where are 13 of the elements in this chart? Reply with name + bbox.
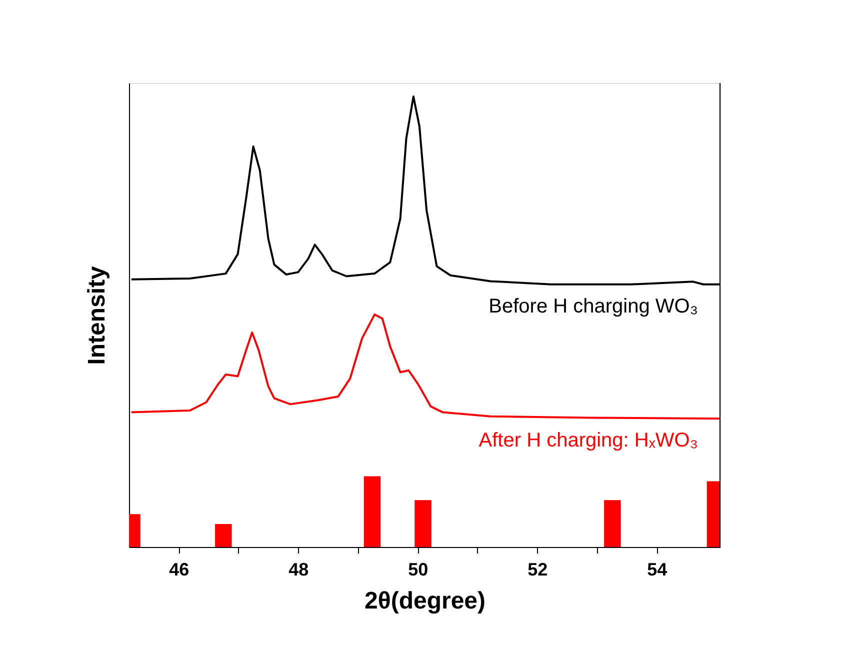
bar — [604, 500, 621, 547]
series-label: Before H charging WO₃ — [488, 295, 698, 318]
bar — [414, 500, 432, 547]
series-label: After H charging: HₓWO₃ — [478, 430, 698, 452]
x-tick-label: 52 — [528, 560, 548, 580]
bar — [215, 524, 232, 547]
y-axis-title: Intensity — [84, 266, 110, 365]
bar — [364, 476, 381, 547]
x-tick-label: 50 — [408, 560, 428, 580]
x-tick-label: 48 — [288, 560, 309, 580]
x-tick-label: 46 — [169, 560, 190, 580]
x-axis-title: 2θ(degree) — [364, 588, 486, 614]
x-tick-label: 54 — [647, 560, 668, 580]
